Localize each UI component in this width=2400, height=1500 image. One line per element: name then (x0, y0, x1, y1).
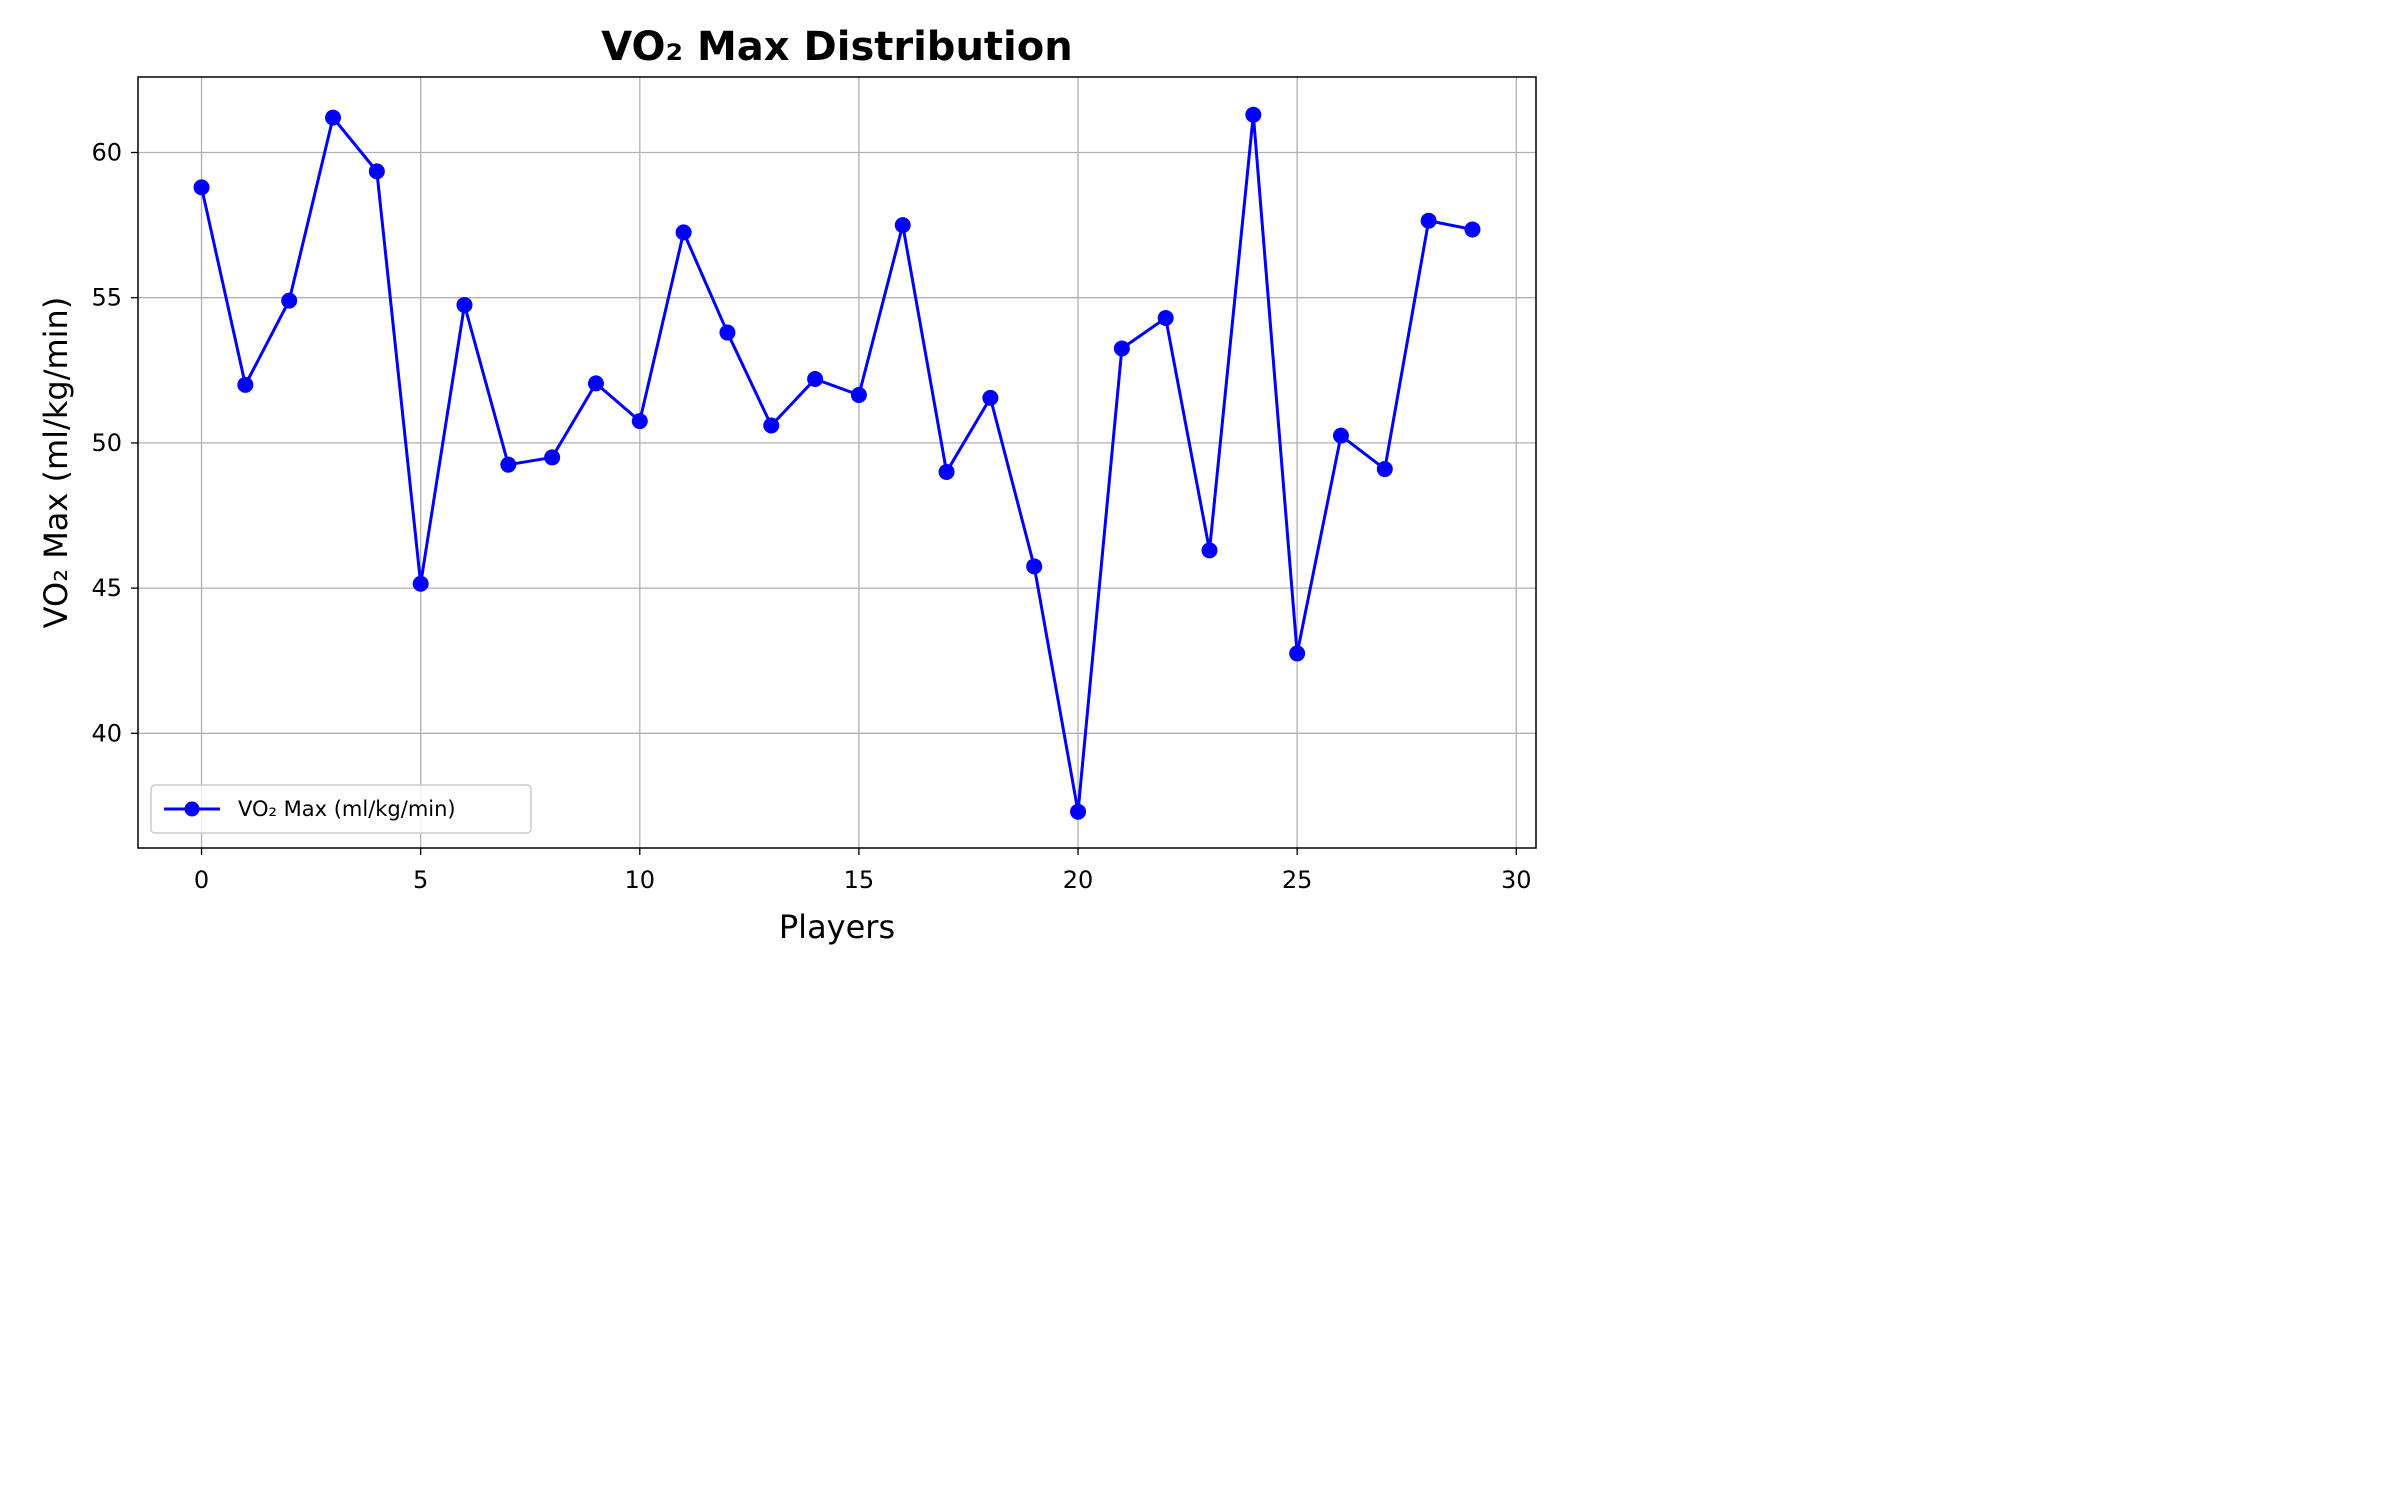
data-point (1157, 310, 1174, 327)
data-point (1245, 106, 1262, 123)
data-point (193, 179, 210, 196)
data-point (1289, 645, 1306, 662)
y-tick-label: 60 (91, 139, 122, 167)
data-point (938, 463, 955, 480)
line-chart: 0 5 10 15 20 25 30 40 45 50 55 60 VO₂ Max Distribu… (0, 0, 1563, 977)
data-point (1464, 221, 1481, 238)
legend: VO₂ Max (ml/kg/min) (150, 784, 532, 834)
y-axis-ticks: 40 45 50 55 60 (91, 139, 138, 747)
data-point (1376, 461, 1393, 478)
x-axis-label: Players (779, 908, 895, 946)
data-point (1420, 212, 1437, 229)
data-point (412, 575, 429, 592)
y-tick-label: 50 (91, 429, 122, 457)
data-point (325, 109, 342, 126)
grid (138, 77, 1536, 848)
chart-title: VO₂ Max Distribution (601, 24, 1072, 70)
data-point (675, 224, 692, 241)
data-point (1201, 542, 1218, 559)
data-point (368, 163, 385, 180)
x-tick-label: 25 (1282, 866, 1313, 894)
y-axis-label: VO₂ Max (ml/kg/min) (37, 297, 75, 629)
data-point (500, 456, 517, 473)
x-tick-label: 10 (625, 866, 656, 894)
x-tick-label: 30 (1501, 866, 1532, 894)
y-tick-label: 55 (91, 284, 122, 312)
y-tick-label: 40 (91, 719, 122, 747)
data-point (1026, 558, 1043, 575)
legend-marker-swatch (184, 801, 200, 817)
plot-frame (137, 76, 1537, 849)
data-point (281, 292, 298, 309)
legend-entry-label: VO₂ Max (ml/kg/min) (238, 797, 456, 821)
data-point (544, 449, 561, 466)
x-tick-label: 5 (413, 866, 428, 894)
data-point (1332, 427, 1349, 444)
data-point (807, 371, 824, 388)
data-point (1070, 803, 1087, 820)
data-point (587, 375, 604, 392)
data-point (850, 386, 867, 403)
data-point (1113, 340, 1130, 357)
data-point (631, 413, 648, 430)
series-layer (193, 106, 1481, 820)
x-axis-ticks: 0 5 10 15 20 25 30 (194, 848, 1532, 894)
data-point (456, 296, 473, 313)
x-tick-label: 20 (1063, 866, 1094, 894)
data-point (982, 389, 999, 406)
data-point (763, 417, 780, 434)
legend-box (150, 784, 532, 834)
data-point (237, 376, 254, 393)
data-point (894, 217, 911, 234)
y-tick-label: 45 (91, 574, 122, 602)
series-line (200, 113, 1473, 814)
x-tick-label: 0 (194, 866, 209, 894)
data-point (719, 324, 736, 341)
x-tick-label: 15 (844, 866, 875, 894)
